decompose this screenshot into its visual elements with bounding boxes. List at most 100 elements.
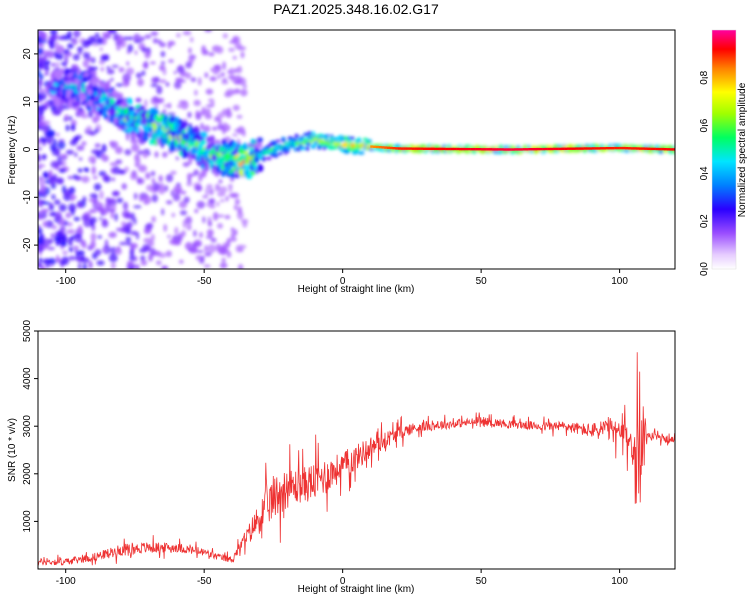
spectrogram-ridge-cell	[177, 119, 183, 124]
spectrogram-noise-cell	[139, 36, 145, 42]
snr-y-tick-label: 3000	[22, 415, 33, 438]
spectrogram-noise-cell	[142, 244, 151, 251]
spectrogram-x-tick-label: 50	[476, 276, 488, 287]
spectrogram-noise-cell	[106, 68, 115, 75]
spectrogram-noise-cell	[193, 101, 201, 107]
spectrogram-ridge-cell	[350, 146, 355, 150]
spectrogram-noise-cell	[237, 126, 245, 135]
spectrogram-noise-cell	[38, 56, 44, 64]
spectrogram-noise-cell	[42, 220, 48, 228]
spectrogram-noise-cell	[204, 30, 213, 33]
spectrogram-noise-cell	[176, 182, 181, 187]
spectrogram-noise-cell	[59, 218, 66, 226]
spectrogram-core-cell	[511, 148, 515, 151]
spectrogram-ridge-cell	[136, 108, 140, 114]
spectrogram-noise-cell	[127, 44, 134, 53]
spectrogram-noise-cell	[218, 118, 222, 125]
spectrogram-noise-cell	[176, 33, 181, 38]
spectrogram-noise-cell	[42, 258, 51, 265]
spectrogram-ridge-cell	[322, 146, 327, 150]
spectrogram-noise-cell	[201, 49, 209, 56]
spectrogram-noise-cell	[55, 148, 61, 158]
spectrogram-ridge-cell	[298, 144, 303, 147]
spectrogram-core-cell	[425, 147, 429, 150]
spectrogram-ridge-cell	[305, 146, 310, 151]
spectrogram-noise-cell	[242, 221, 248, 228]
spectrogram-noise-cell	[222, 61, 226, 71]
spectrogram-noise-cell	[50, 233, 55, 239]
spectrogram-ridge-cell	[109, 117, 115, 123]
spectrogram-x-ticks: -100 -50 0 50 100	[56, 269, 628, 287]
spectrogram-noise-cell	[182, 30, 192, 36]
spectrogram-noise-cell	[220, 72, 225, 77]
spectrogram-ridge-cell	[209, 135, 215, 143]
spectrogram-noise-cell	[230, 232, 236, 239]
spectrogram-y-ticks: -20 -10 0 10 20	[22, 48, 38, 252]
spectrogram-noise-cell	[42, 50, 51, 55]
spectrogram-noise-cell	[57, 140, 66, 150]
spectrogram-noise-cell	[216, 201, 220, 207]
spectrogram-ridge-cell	[169, 116, 175, 124]
spectrogram-ridge-cell	[366, 141, 371, 145]
spectrogram-noise-cell	[221, 80, 229, 85]
spectrogram-core-cell	[669, 148, 673, 151]
spectrogram-ridge-cell	[343, 150, 350, 154]
spectrogram-noise-cell	[203, 125, 211, 133]
spectrogram-core-cell	[503, 148, 507, 151]
spectrogram-noise-cell	[222, 127, 226, 135]
spectrogram-noise-cell	[77, 168, 83, 173]
spectrogram-noise-cell	[216, 214, 225, 218]
spectrogram-noise-cell	[114, 146, 123, 154]
spectrogram-noise-cell	[54, 40, 59, 50]
spectrogram-noise-cell	[232, 104, 240, 111]
spectrogram-y-tick-label: 20	[22, 48, 33, 60]
spectrogram-ridge-cell	[370, 148, 374, 151]
spectrogram-core-cell	[661, 147, 665, 151]
spectrogram-ridge-cell	[220, 169, 226, 177]
spectrogram-noise-cell	[38, 142, 41, 147]
spectrogram-noise-cell	[208, 52, 215, 57]
spectrogram-noise-cell	[116, 227, 124, 232]
spectrogram-noise-cell	[210, 237, 217, 243]
spectrogram-ridge-cell	[99, 97, 104, 104]
spectrogram-ridge-cell	[250, 171, 255, 176]
spectrogram-noise-cell	[122, 201, 129, 211]
spectrogram-ridge-cell	[138, 105, 145, 111]
spectrogram-core-cell	[591, 147, 595, 150]
spectrogram-noise-cell	[49, 178, 55, 186]
spectrogram-noise-cell	[58, 203, 67, 212]
spectrogram-ridge-cell	[261, 158, 266, 162]
spectrogram-core-cell	[447, 147, 451, 151]
spectrogram-core-cell	[589, 147, 593, 150]
spectrogram-ridge-cell	[77, 68, 81, 76]
spectrogram-noise-cell	[79, 107, 83, 112]
spectrogram-noise-cell	[88, 260, 93, 269]
spectrogram-core-cell	[434, 147, 437, 151]
spectrogram-noise-cell	[232, 133, 238, 137]
spectrogram-noise-cell	[232, 55, 237, 60]
spectrogram-noise-cell	[58, 168, 66, 173]
spectrogram-core-cell	[456, 147, 460, 151]
spectrogram-noise-cell	[150, 233, 155, 242]
spectrogram-noise-cell	[116, 35, 124, 44]
spectrogram-noise-cell	[194, 208, 199, 214]
spectrogram-noise-cell	[237, 206, 243, 214]
spectrogram-noise-cell	[42, 238, 51, 247]
spectrogram-noise-cell	[155, 104, 159, 109]
spectrogram-core-cell	[600, 147, 604, 150]
spectrogram-noise-cell	[78, 262, 82, 269]
spectrogram-noise-cell	[133, 192, 138, 200]
spectrogram-noise-cell	[208, 98, 213, 103]
snr-y-tick-label: 5000	[22, 319, 33, 342]
spectrogram-noise-cell	[169, 239, 176, 245]
spectrogram-ridge-cell	[69, 99, 73, 106]
spectrogram-noise-cell	[173, 81, 182, 89]
spectrogram-noise-cell	[101, 152, 106, 161]
spectrogram-noise-cell	[72, 54, 80, 61]
spectrogram-ridge-cell	[265, 156, 272, 161]
spectrogram-core-cell	[633, 147, 637, 150]
spectrogram-noise-cell	[224, 214, 231, 220]
spectrogram-noise-cell	[152, 96, 159, 103]
spectrogram-core-cell	[614, 146, 618, 150]
spectrogram-noise-cell	[45, 60, 51, 66]
